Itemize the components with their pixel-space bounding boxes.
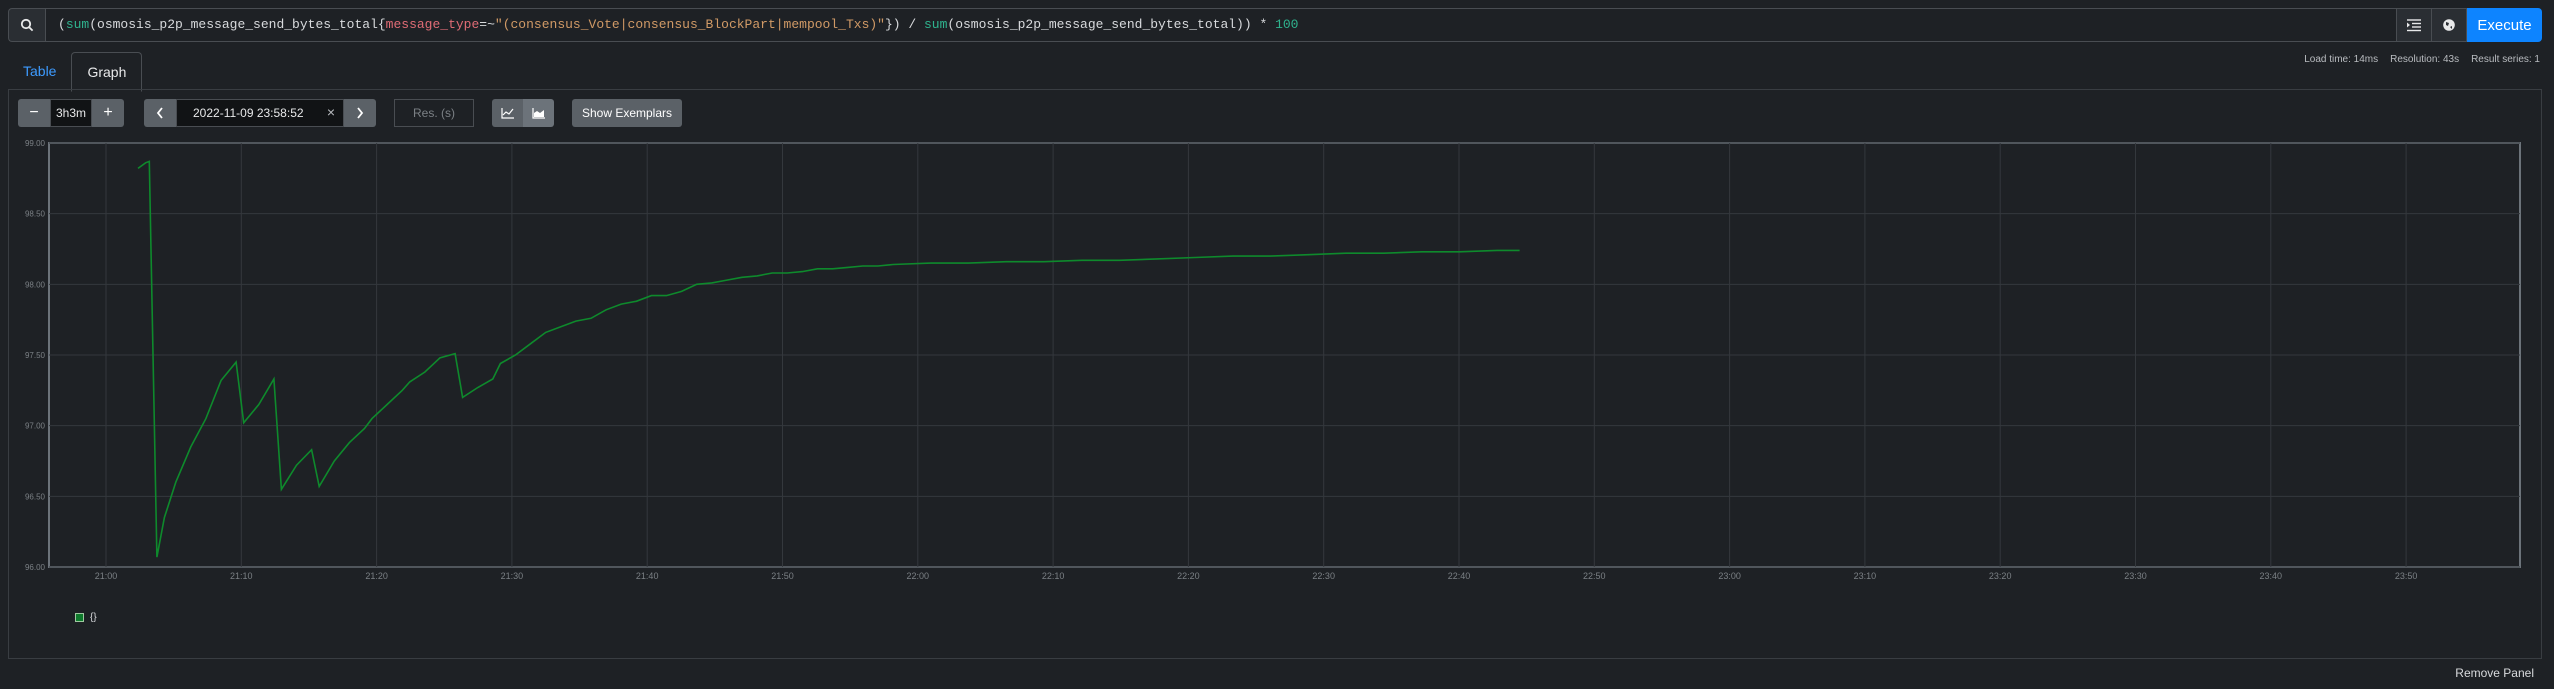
tab-graph[interactable]: Graph [71,52,143,92]
expression-token: message_type [385,17,480,32]
y-tick-label: 96.50 [25,492,46,501]
stacked-chart-button[interactable] [523,99,554,127]
expression-token: sum [65,17,90,32]
x-tick-label: 21:30 [501,571,524,581]
globe-icon [2443,19,2455,31]
end-time-input[interactable]: 2022-11-09 23:58:52 × [176,99,344,127]
expression-token: sum [924,17,948,32]
clear-end-time-button[interactable]: × [326,104,335,120]
previous-time-button[interactable] [144,99,176,127]
x-tick-label: 22:20 [1177,571,1200,581]
expression-token: ( [58,17,66,32]
x-tick-label: 21:00 [95,571,118,581]
graph-panel [8,89,2542,659]
expression-token: }) / [884,17,924,32]
expression-input[interactable]: (sum(osmosis_p2p_message_send_bytes_tota… [45,8,2397,42]
range-input[interactable]: 3h3m [50,99,92,127]
expression-token: 100 [1275,17,1299,32]
load-time: Load time: 14ms [2304,54,2379,65]
expression-token: (osmosis_p2p_message_send_bytes_total)) … [947,17,1276,32]
x-tick-label: 22:10 [1042,571,1065,581]
result-series-stat: Result series: 1 [2471,54,2540,65]
execute-button[interactable]: Execute [2467,8,2542,42]
search-icon[interactable] [8,8,45,42]
tab-bar: Table Graph [8,52,143,92]
y-tick-label: 98.50 [25,210,46,219]
remove-panel-button[interactable]: Remove Panel [2455,666,2534,680]
query-bar: (sum(osmosis_p2p_message_send_bytes_tota… [8,8,2542,42]
end-time-value: 2022-11-09 23:58:52 [193,106,304,120]
metrics-explorer-button[interactable] [2432,8,2467,42]
resolution-input[interactable]: Res. (s) [394,99,474,127]
x-tick-label: 21:10 [230,571,253,581]
y-tick-label: 98.00 [25,280,46,289]
expression-token: "(consensus_Vote|consensus_BlockPart|mem… [494,17,885,32]
legend-swatch[interactable] [75,613,84,622]
indent-icon [2407,19,2421,32]
format-expression-button[interactable] [2397,8,2432,42]
x-tick-label: 22:50 [1583,571,1606,581]
x-tick-label: 22:00 [907,571,930,581]
line-chart-icon [500,108,514,119]
graph-chart[interactable]: 96.00 96.50 97.00 97.50 98.00 98.50 99.00 21:00… [8,135,2542,590]
series-line [137,160,1520,558]
x-tick-label: 23:20 [1989,571,2012,581]
x-tick-label: 23:10 [1854,571,1877,581]
expression-token: (osmosis_p2p_message_send_bytes_total{ [89,17,386,32]
decrease-range-button[interactable]: − [18,99,50,127]
legend-label[interactable]: {} [90,612,97,623]
graph-controls: − 3h3m + 2022-11-09 23:58:52 × Res. (s) … [18,99,682,127]
increase-range-button[interactable]: + [92,99,124,127]
chevron-left-icon [156,107,163,119]
unstacked-chart-button[interactable] [492,99,523,127]
chevron-right-icon [357,107,364,119]
x-tick-label: 23:00 [1718,571,1741,581]
y-tick-label: 99.00 [25,139,46,148]
next-time-button[interactable] [344,99,376,127]
resolution-stat: Resolution: 43s [2390,54,2460,65]
y-tick-label: 97.50 [25,351,46,360]
x-tick-label: 21:50 [771,571,794,581]
x-tick-label: 23:40 [2260,571,2283,581]
query-stats: Load time: 14ms Resolution: 43s Result s… [2304,54,2540,65]
expression-token: =~ [479,17,495,32]
x-tick-label: 21:40 [636,571,659,581]
tab-table[interactable]: Table [23,63,57,79]
x-tick-label: 22:40 [1448,571,1471,581]
x-tick-label: 23:50 [2395,571,2418,581]
y-tick-label: 97.00 [25,422,46,431]
x-tick-label: 22:30 [1312,571,1335,581]
show-exemplars-button[interactable]: Show Exemplars [572,99,682,127]
x-tick-label: 21:20 [365,571,388,581]
y-tick-label: 96.00 [25,563,46,572]
x-tick-label: 23:30 [2124,571,2147,581]
graph-svg[interactable]: 96.00 96.50 97.00 97.50 98.00 98.50 99.00 21:00… [8,135,2542,585]
area-chart-icon [531,108,545,119]
legend: {} [75,612,97,623]
